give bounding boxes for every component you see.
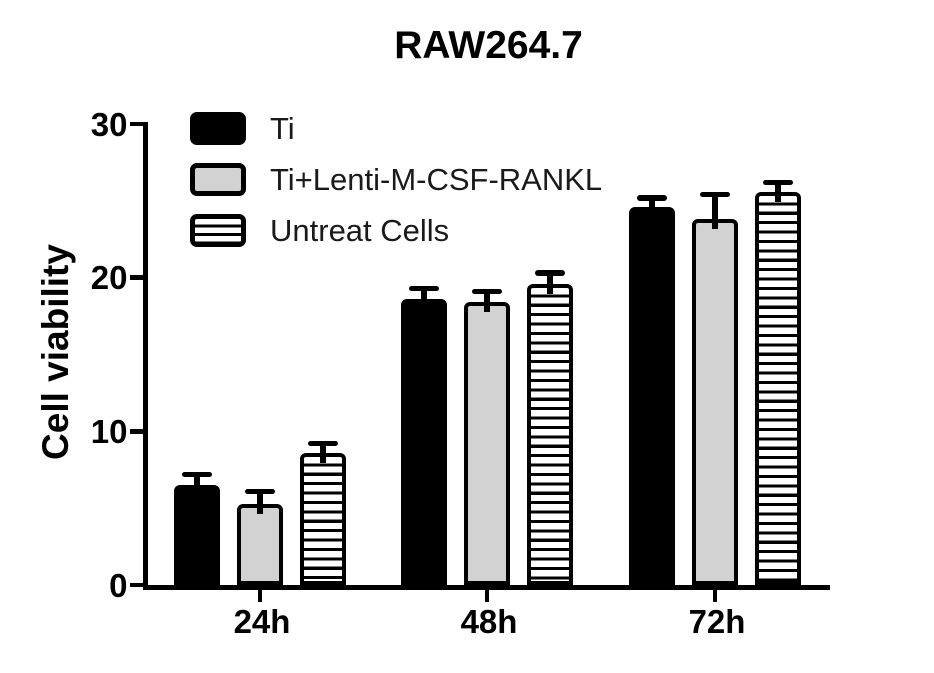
bar-striped-24h xyxy=(300,452,346,585)
error-bar-cap xyxy=(700,191,730,198)
x-tick xyxy=(257,589,263,602)
bar-striped-48h xyxy=(527,283,573,585)
error-bar-stem xyxy=(712,194,718,230)
bar-gray-48h xyxy=(464,302,510,585)
error-bar-cap xyxy=(472,288,502,295)
legend-item: Ti+Lenti-M-CSF-RANKL xyxy=(190,162,650,197)
error-bar-stem xyxy=(547,273,553,294)
y-tick xyxy=(129,582,143,588)
x-tick xyxy=(712,589,718,602)
error-bar-stem xyxy=(257,491,263,514)
y-tick-label: 30 xyxy=(90,105,128,143)
legend-item: Ti xyxy=(190,111,650,146)
x-axis-line xyxy=(143,584,830,590)
error-bar-cap xyxy=(308,440,338,447)
bar-black-48h xyxy=(401,299,447,585)
x-tick-label: 48h xyxy=(460,603,518,640)
y-tick xyxy=(129,275,143,280)
error-bar-stem xyxy=(320,443,326,463)
error-bar-stem xyxy=(421,288,427,310)
legend-swatch-gray xyxy=(190,163,246,196)
bar-gray-72h xyxy=(692,219,738,585)
legend-swatch-striped xyxy=(190,214,246,247)
legend-label: Ti xyxy=(270,111,295,146)
x-tick-label: 72h xyxy=(688,603,746,640)
error-bar-stem xyxy=(649,197,655,217)
chart-title: RAW264.7 xyxy=(394,24,583,67)
bar-striped-72h xyxy=(755,191,801,585)
error-bar-cap xyxy=(245,488,275,494)
legend-label: Untreat Cells xyxy=(270,213,450,248)
error-bar-stem xyxy=(484,291,490,313)
y-axis-line xyxy=(143,121,148,590)
legend-swatch-black xyxy=(190,112,246,145)
y-tick-label: 0 xyxy=(109,566,128,604)
y-tick-label: 20 xyxy=(90,259,128,297)
bar-black-24h xyxy=(174,485,220,585)
legend-item: Untreat Cells xyxy=(190,213,650,248)
y-tick xyxy=(129,121,143,127)
y-tick-label: 10 xyxy=(90,412,128,450)
x-tick-label: 24h xyxy=(233,603,291,640)
y-tick xyxy=(129,429,143,434)
error-bar-cap xyxy=(409,285,439,292)
legend-label: Ti+Lenti-M-CSF-RANKL xyxy=(270,162,603,197)
error-bar-stem xyxy=(194,474,200,496)
error-bar-cap xyxy=(182,471,212,478)
bar-gray-24h xyxy=(237,503,283,585)
error-bar-cap xyxy=(637,195,667,201)
x-tick xyxy=(484,589,490,602)
error-bar-cap xyxy=(763,179,793,186)
error-bar-stem xyxy=(775,182,781,202)
error-bar-cap xyxy=(535,270,565,276)
bar-black-72h xyxy=(629,206,675,585)
